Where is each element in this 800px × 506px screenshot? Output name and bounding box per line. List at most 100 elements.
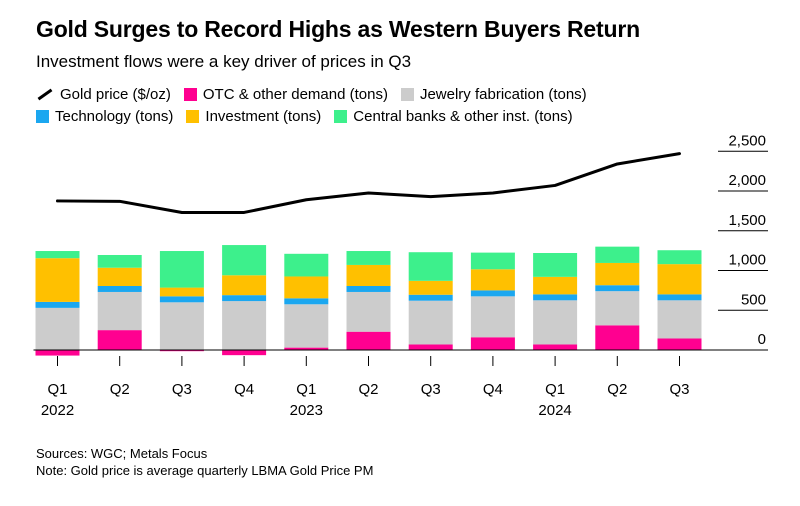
legend-label: Gold price ($/oz) bbox=[60, 86, 171, 103]
x-tick-label-0: Q1 bbox=[47, 381, 67, 398]
legend-swatch bbox=[183, 88, 197, 101]
bar-segment-3-1 bbox=[97, 267, 142, 287]
bar-segment-2-2 bbox=[159, 296, 204, 303]
legend-item-gold-price: Gold price ($/oz) bbox=[36, 86, 171, 103]
x-tick-label-4: Q1 bbox=[296, 381, 316, 398]
bar-segment-3-5 bbox=[346, 264, 391, 287]
chart-subtitle: Investment flows were a key driver of pr… bbox=[36, 52, 412, 71]
bar-segment-3-0 bbox=[35, 258, 80, 302]
bar-segment-3-8 bbox=[533, 276, 578, 295]
legend-label: Investment (tons) bbox=[205, 108, 322, 125]
y-tick-label-0: 0 bbox=[758, 331, 766, 348]
bar-segment-4-5 bbox=[346, 251, 391, 265]
footer-sources: Sources: WGC; Metals Focus bbox=[36, 446, 208, 461]
bar-segment-2-8 bbox=[533, 294, 578, 301]
bar-segment-0-5 bbox=[346, 331, 391, 350]
bar-segment-1-10 bbox=[657, 300, 702, 339]
x-year-label-2: 2024 bbox=[538, 402, 571, 419]
bar-segment-1-5 bbox=[346, 291, 391, 332]
legend-row-1: Gold price ($/oz) OTC & other demand (to… bbox=[36, 86, 776, 103]
bar-segment-0-3 bbox=[222, 350, 267, 356]
bar-segment-0-9 bbox=[595, 325, 640, 350]
x-tick-label-10: Q3 bbox=[669, 381, 689, 398]
y-tick-label-4: 2,000 bbox=[728, 172, 766, 189]
bar-segment-3-2 bbox=[159, 287, 204, 297]
bar-segment-4-7 bbox=[470, 252, 515, 270]
x-tick-label-8: Q1 bbox=[545, 381, 565, 398]
bar-segment-2-6 bbox=[408, 294, 453, 301]
bar-segment-4-9 bbox=[595, 246, 640, 263]
x-tick-label-3: Q4 bbox=[234, 381, 254, 398]
x-tick-label-6: Q3 bbox=[421, 381, 441, 398]
bar-segment-1-0 bbox=[35, 307, 80, 350]
bar-segment-4-2 bbox=[159, 251, 204, 288]
legend-swatch bbox=[186, 110, 200, 123]
bar-segment-2-4 bbox=[284, 298, 329, 305]
x-year-label-1: 2023 bbox=[290, 402, 323, 419]
bar-segment-1-1 bbox=[97, 291, 142, 331]
bar-segment-3-10 bbox=[657, 264, 702, 295]
bar-segment-0-7 bbox=[470, 337, 515, 350]
legend-label: Jewelry fabrication (tons) bbox=[419, 86, 587, 103]
bar-segment-2-3 bbox=[222, 295, 267, 302]
bar-segment-2-1 bbox=[97, 286, 142, 292]
bar-segment-1-8 bbox=[533, 300, 578, 345]
legend-item-otc: OTC & other demand (tons) bbox=[183, 86, 388, 103]
bar-segment-2-5 bbox=[346, 286, 391, 292]
legend-item-jewelry: Jewelry fabrication (tons) bbox=[400, 86, 587, 103]
legend-row-2: Technology (tons) Investment (tons) Cent… bbox=[36, 108, 776, 125]
legend-swatch bbox=[36, 110, 49, 123]
bar-segment-4-3 bbox=[222, 245, 267, 276]
bar-segment-4-1 bbox=[97, 254, 142, 268]
bar-segment-1-9 bbox=[595, 291, 640, 326]
x-tick-label-5: Q2 bbox=[358, 381, 378, 398]
x-tick-label-2: Q3 bbox=[172, 381, 192, 398]
bar-segment-0-4 bbox=[284, 347, 329, 350]
bar-segment-2-7 bbox=[470, 290, 515, 297]
bar-segment-1-6 bbox=[408, 300, 453, 345]
bar-segment-0-6 bbox=[408, 344, 453, 350]
bar-segment-0-2 bbox=[159, 350, 204, 352]
bar-segment-0-0 bbox=[35, 350, 80, 356]
bar-segment-1-3 bbox=[222, 301, 267, 350]
bar-segment-0-1 bbox=[97, 330, 142, 350]
y-tick-label-5: 2,500 bbox=[728, 132, 766, 149]
bar-segment-2-9 bbox=[595, 285, 640, 292]
gold-price-line bbox=[56, 152, 681, 214]
legend-item-central-banks: Central banks & other inst. (tons) bbox=[334, 108, 573, 125]
legend-label: Central banks & other inst. (tons) bbox=[353, 108, 573, 125]
legend-item-investment: Investment (tons) bbox=[186, 108, 321, 125]
y-tick-label-3: 1,500 bbox=[728, 212, 766, 229]
bar-segment-4-0 bbox=[35, 251, 80, 259]
legend-item-technology: Technology (tons) bbox=[36, 108, 173, 125]
x-tick-label-9: Q2 bbox=[607, 381, 627, 398]
bar-segment-0-8 bbox=[533, 344, 578, 350]
bar-segment-1-4 bbox=[284, 304, 329, 348]
legend-label: OTC & other demand (tons) bbox=[202, 86, 388, 103]
y-tick-label-2: 1,000 bbox=[728, 252, 766, 269]
bar-segment-0-10 bbox=[657, 338, 702, 350]
bar-segment-4-8 bbox=[533, 253, 578, 277]
bar-segment-3-3 bbox=[222, 275, 267, 296]
y-tick-label-1: 500 bbox=[741, 291, 766, 308]
x-tick-label-7: Q4 bbox=[483, 381, 503, 398]
bar-segment-1-7 bbox=[470, 296, 515, 338]
bar-segment-3-4 bbox=[284, 276, 329, 299]
bar-segment-3-9 bbox=[595, 262, 640, 286]
x-tick-label-1: Q2 bbox=[110, 381, 130, 398]
legend-swatch bbox=[400, 88, 414, 101]
bar-segment-1-2 bbox=[159, 302, 204, 350]
bar-segment-4-10 bbox=[657, 250, 702, 265]
legend-label: Technology (tons) bbox=[55, 108, 174, 125]
bar-segment-4-6 bbox=[408, 252, 453, 281]
footer-note: Note: Gold price is average quarterly LB… bbox=[36, 463, 374, 478]
chart-title: Gold Surges to Record Highs as Western B… bbox=[36, 16, 640, 42]
bar-segment-3-7 bbox=[470, 269, 515, 291]
bar-segment-3-6 bbox=[408, 280, 453, 295]
bar-segment-4-4 bbox=[284, 253, 329, 277]
bar-segment-2-0 bbox=[35, 301, 80, 308]
bar-segment-2-10 bbox=[657, 294, 702, 301]
x-year-label-0: 2022 bbox=[41, 402, 74, 419]
legend-swatch bbox=[334, 110, 348, 123]
